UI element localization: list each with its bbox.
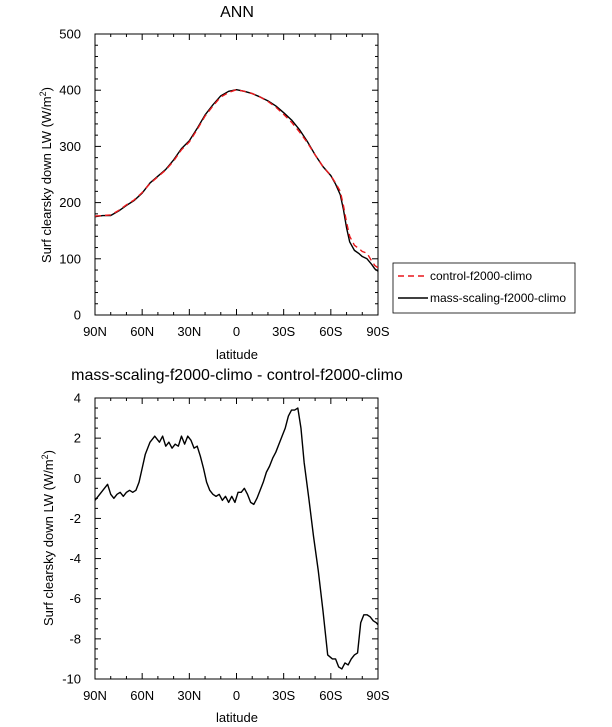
- bottom-plot-frame: [94, 397, 379, 680]
- bottom-y-axis-label: Surf clearsky down LW (W/m2): [40, 450, 56, 626]
- y-tick-label: 4: [74, 391, 81, 406]
- bottom-y-tick-labels: -10 -8 -6 -4 -2 0 2 4: [62, 391, 81, 687]
- y-tick-label: 200: [59, 195, 81, 210]
- y-tick-label: -6: [69, 591, 81, 606]
- series-line-2: [94, 88, 379, 269]
- y-tick-label: 100: [59, 251, 81, 266]
- y-tick-label: -10: [62, 672, 81, 687]
- x-tick-label: 60N: [130, 688, 154, 703]
- x-tick-label: 30N: [177, 324, 201, 339]
- y-tick-label: -4: [69, 551, 81, 566]
- y-tick-label: 2: [74, 431, 81, 446]
- top-chart-title: ANN: [220, 4, 254, 21]
- x-tick-label: 90S: [366, 688, 389, 703]
- top-y-tick-labels: 0 100 200 300 400 500: [59, 27, 81, 323]
- x-tick-label: 60S: [319, 688, 342, 703]
- x-tick-label: 90N: [83, 324, 107, 339]
- x-tick-label: 90S: [366, 324, 389, 339]
- bottom-chart-panel: mass-scaling-f2000-climo - control-f2000…: [40, 367, 403, 725]
- bottom-x-tick-labels: 90N 60N 30N 0 30S 60S 90S: [83, 688, 390, 703]
- x-tick-label: 0: [233, 688, 240, 703]
- x-tick-label: 90N: [83, 688, 107, 703]
- y-tick-label: 0: [74, 471, 81, 486]
- x-tick-label: 0: [233, 324, 240, 339]
- top-plot-frame: [94, 33, 379, 316]
- y-tick-label: 300: [59, 139, 81, 154]
- top-series-lines: [94, 88, 379, 272]
- bottom-chart-title: mass-scaling-f2000-climo - control-f2000…: [71, 367, 403, 384]
- legend-label-mass-scaling: mass-scaling-f2000-climo: [430, 291, 566, 305]
- x-tick-label: 30S: [272, 688, 295, 703]
- y-tick-label: 400: [59, 83, 81, 98]
- series-line-1: [94, 88, 379, 272]
- x-tick-label: 60S: [319, 324, 342, 339]
- legend-box: [392, 262, 576, 314]
- bottom-x-axis-label: latitude: [216, 710, 258, 725]
- top-axis-ticks: [94, 33, 379, 316]
- top-y-axis-label: Surf clearsky down LW (W/m2): [38, 87, 54, 263]
- series-line-1: [94, 407, 379, 670]
- x-tick-label: 60N: [130, 324, 154, 339]
- top-chart-panel: ANN 90N 60N 30N 0 30S 60S 90S 0 100 200 300 400 500…: [38, 4, 390, 362]
- bottom-axis-ticks: [94, 397, 379, 680]
- top-x-axis-label: latitude: [216, 347, 258, 362]
- y-tick-label: 0: [74, 308, 81, 323]
- legend: control-f2000-climo mass-scaling-f2000-c…: [392, 262, 576, 314]
- x-tick-label: 30N: [177, 688, 201, 703]
- legend-label-control: control-f2000-climo: [430, 269, 532, 283]
- x-tick-label: 30S: [272, 324, 295, 339]
- y-tick-label: -8: [69, 631, 81, 646]
- top-x-tick-labels: 90N 60N 30N 0 30S 60S 90S: [83, 324, 390, 339]
- bottom-series-lines: [94, 407, 379, 670]
- y-tick-label: 500: [59, 27, 81, 42]
- y-tick-label: -2: [69, 511, 81, 526]
